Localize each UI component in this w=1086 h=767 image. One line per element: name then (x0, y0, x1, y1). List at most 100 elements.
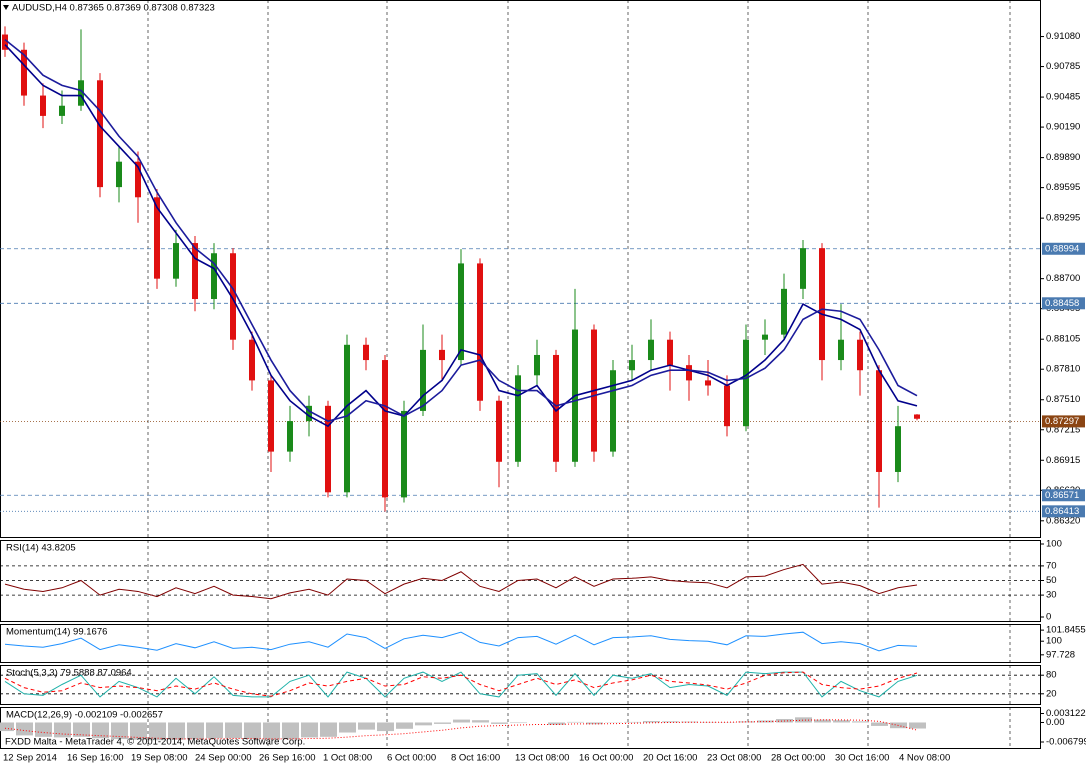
macd-bar (662, 721, 679, 723)
y-tick-label: 50 (1046, 575, 1057, 586)
candle-body (287, 421, 293, 452)
macd-bar (282, 722, 299, 740)
level-label: 0.88994 (1045, 243, 1079, 254)
x-tick-label: 6 Oct 00:00 (387, 753, 436, 764)
level-label: 0.86571 (1045, 490, 1079, 501)
candle-body (515, 375, 521, 462)
level-label-box (1042, 489, 1085, 502)
x-tick-label: 16 Sep 16:00 (67, 753, 124, 764)
candle-body (629, 360, 635, 371)
macd-bar (187, 722, 204, 740)
macd-bar (510, 722, 527, 724)
footer: FXDD Malta - MetaTrader 4, © 2001-2014, … (5, 737, 305, 748)
macd-bar (301, 722, 318, 738)
indicator-line (4, 671, 918, 697)
candle-body (268, 380, 274, 452)
macd-bar (491, 722, 508, 724)
y-tick-label: 30 (1046, 590, 1057, 601)
candle-body (610, 370, 616, 452)
y-tick-label: 100 (1046, 539, 1062, 550)
macd-bar (0, 722, 14, 732)
macd-bar (415, 722, 432, 726)
menu-triangle[interactable] (3, 5, 9, 10)
level-label-box (1042, 297, 1085, 310)
macd-bar (111, 722, 128, 740)
candle-body (762, 334, 768, 340)
candle-body (154, 197, 160, 279)
candle-body (211, 253, 217, 300)
macd-bar (852, 721, 869, 723)
macd-bar (434, 722, 451, 724)
level-label: 0.87297 (1045, 416, 1079, 427)
macd-bar (909, 722, 926, 729)
macd-bar (73, 722, 90, 737)
macd-bar (814, 719, 831, 723)
y-tick-label: 0.00 (1046, 717, 1065, 728)
candle-body (135, 161, 141, 198)
macd-bar (225, 722, 242, 739)
candle-body (534, 354, 540, 376)
macd-bar (377, 722, 394, 732)
macd-bar (320, 722, 337, 737)
candle-body (458, 263, 464, 361)
candle-body (724, 385, 730, 427)
level-label-box (1042, 242, 1085, 255)
y-tick-label: 0.89890 (1046, 152, 1080, 163)
macd-bar (700, 721, 717, 723)
macd-bar (453, 719, 470, 723)
candle-body (667, 339, 673, 366)
candle-body (496, 400, 502, 462)
candle-body (819, 248, 825, 361)
macd-bar (833, 720, 850, 723)
indicator-line (4, 631, 918, 652)
macd-bar (871, 722, 888, 726)
candle-body (344, 344, 350, 493)
candle-body (648, 339, 654, 361)
y-tick-label: 0.89595 (1046, 182, 1080, 193)
level-label: 0.86413 (1045, 506, 1079, 517)
candle-body (230, 253, 236, 340)
candle-body (116, 161, 122, 188)
x-tick-label: 20 Oct 16:00 (643, 753, 697, 764)
y-tick-label: 0.89295 (1046, 213, 1080, 224)
x-tick-label: 16 Oct 00:00 (579, 753, 633, 764)
candle-body (895, 426, 901, 472)
macd-bar (757, 720, 774, 723)
y-tick-label: 100 (1046, 636, 1062, 647)
macd-bar (263, 722, 280, 740)
macd-bar (548, 722, 565, 725)
candle-body (401, 410, 407, 498)
x-tick-label: 12 Sep 2014 (3, 753, 57, 764)
candle-body (439, 349, 445, 361)
indicator-line (4, 671, 918, 698)
y-tick-label: 0.87810 (1046, 364, 1080, 375)
y-tick-label: 0.90785 (1046, 61, 1080, 72)
indicator-line (4, 38, 918, 422)
candle-body (21, 49, 27, 96)
candle-body (857, 339, 863, 371)
panel-title: Momentum(14) 99.1676 (6, 627, 107, 638)
y-tick-label: 0.86320 (1046, 515, 1080, 526)
x-tick-label: 30 Oct 16:00 (835, 753, 889, 764)
x-tick-label: 23 Oct 08:00 (707, 753, 761, 764)
macd-bar (54, 722, 71, 738)
macd-bar (586, 722, 603, 725)
macd-bar (567, 721, 584, 723)
y-tick-label: 70 (1046, 560, 1057, 571)
candle-body (2, 34, 8, 50)
indicator-line (4, 44, 918, 428)
y-tick-label: 101.8455 (1046, 625, 1086, 636)
candle-body (838, 339, 844, 361)
candle-body (876, 370, 882, 472)
y-tick-label: 0.91080 (1046, 31, 1080, 42)
panel-title: MACD(12,26,9) -0.002109 -0.002657 (6, 710, 163, 721)
y-tick-label: 0.87510 (1046, 394, 1080, 405)
macd-bar (358, 722, 375, 730)
y-tick-label: 80 (1046, 670, 1057, 681)
candle-body (914, 414, 920, 419)
macd-bar (206, 722, 223, 739)
indicator-line (4, 563, 918, 600)
panel-title: RSI(14) 43.8205 (6, 543, 76, 554)
level-label-box (1042, 505, 1085, 518)
